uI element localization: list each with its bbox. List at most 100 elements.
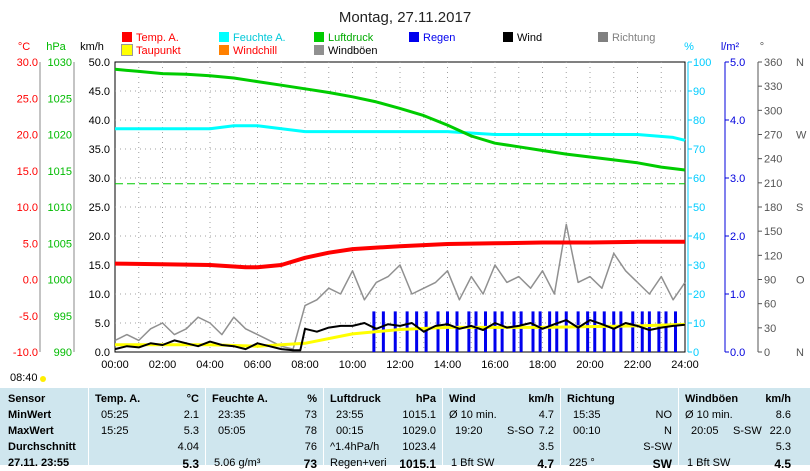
rain-bar <box>664 311 668 352</box>
axis-tick-humidity: 100 <box>693 57 711 69</box>
legend-swatch <box>314 45 324 55</box>
x-tick-label: 14:00 <box>434 359 462 370</box>
stats-direction: S-SW <box>733 425 762 437</box>
stats-time: 19:20 <box>455 425 483 437</box>
axis-tick-humidity: 70 <box>693 144 705 156</box>
rain-bar <box>436 311 440 352</box>
legend-label: Feuchte A. <box>233 32 286 44</box>
axis-tick-wind: 50.0 <box>89 57 110 69</box>
axis-tick-wind: 35.0 <box>89 144 110 156</box>
legend-label: Luftdruck <box>328 32 374 44</box>
time-slider[interactable]: 08:40 <box>0 368 810 388</box>
axis-tick-direction: 360 <box>764 57 782 69</box>
axis-tick-direction: 330 <box>764 81 782 93</box>
stats-note: 225 ° <box>569 457 595 469</box>
stats-note: 1 Bft SW <box>687 457 731 469</box>
axis-tick-pressure: 995 <box>54 311 72 323</box>
axis-tick-direction: 180 <box>764 202 782 214</box>
stats-value: 4.7 <box>537 457 554 471</box>
axis-tick-humidity: 30 <box>693 260 705 272</box>
time-marker[interactable] <box>40 376 46 382</box>
stats-value: 5.3 <box>183 425 199 437</box>
legend-swatch <box>219 45 229 55</box>
legend-item-rain: Regen <box>409 32 455 45</box>
stats-header: Luftdruck <box>330 393 381 405</box>
series-line-wind <box>114 319 686 352</box>
axis-tick-temp: 0.0 <box>23 275 38 287</box>
axis-tick-direction: 60 <box>764 299 776 311</box>
stats-time: 23:55 <box>336 409 364 421</box>
rain-bar <box>474 311 478 352</box>
axis-unit-pressure: hPa <box>46 41 66 53</box>
legend-swatch <box>598 32 608 42</box>
time-label-start: 08:40 <box>10 372 38 384</box>
stats-unit: km/h <box>528 393 554 405</box>
axis-tick-wind: 10.0 <box>89 289 110 301</box>
legend-swatch <box>122 32 132 42</box>
series-line-temp-a- <box>114 239 685 270</box>
stats-col-direction: Richtung 15:35 NO 00:10 N S-SW 225 ° SW <box>561 388 678 471</box>
axis-tick-pressure: 1020 <box>48 130 72 142</box>
stats-unit: hPa <box>415 393 436 405</box>
rain-bar <box>455 311 459 352</box>
legend-label: Windböen <box>328 45 378 57</box>
stats-value: 1029.0 <box>402 425 436 437</box>
stats-time: 00:15 <box>336 425 364 437</box>
axis-tick-pressure: 1010 <box>48 202 72 214</box>
stats-header: Richtung <box>567 393 615 405</box>
axis-tick-humidity: 10 <box>693 318 705 330</box>
series-line-windb-en <box>114 223 686 350</box>
rain-bar <box>564 311 568 352</box>
legend-swatch <box>409 32 419 42</box>
axis-unit-direction: ° <box>760 41 764 53</box>
x-tick-label: 06:00 <box>244 359 272 370</box>
axis-tick-humidity: 20 <box>693 289 705 301</box>
stats-col-humidity: Feuchte A. % 23:35 73 05:05 78 76 5.06 g… <box>206 388 323 471</box>
stats-value: 78 <box>304 425 317 437</box>
axis-tick-wind: 20.0 <box>89 231 110 243</box>
x-tick-label: 18:00 <box>529 359 557 370</box>
axis-unit-temp: °C <box>18 41 30 53</box>
legend-item-pressure: Luftdruck <box>314 32 373 45</box>
legend-item-temp: Temp. A. <box>122 32 179 45</box>
stats-value: 5.3 <box>775 441 791 453</box>
legend-swatch <box>314 32 324 42</box>
x-tick-label: 08:00 <box>291 359 319 370</box>
x-tick-label: 00:00 <box>101 359 129 370</box>
chart-axes: 00:00 02:00 04:00 06:00 08:00 10:00 12:00 14:00… <box>13 41 807 370</box>
rain-bar <box>640 311 644 352</box>
axis-tick-rain: 3.0 <box>730 173 745 185</box>
rain-bar <box>657 311 661 352</box>
axis-tick-temp: 10.0 <box>17 202 38 214</box>
rain-bar <box>424 311 428 352</box>
rain-bar <box>512 311 516 352</box>
axis-tick-direction: 270 <box>764 130 782 142</box>
stats-time: 20:05 <box>691 425 719 437</box>
chart-lines <box>114 67 686 352</box>
stats-time: 05:05 <box>218 425 246 437</box>
rain-bar <box>548 311 552 352</box>
stats-value: 73 <box>303 457 317 471</box>
legend-label: Wind <box>517 32 543 44</box>
axis-tick-temp: 20.0 <box>17 130 38 142</box>
axis-tick-pressure: 1005 <box>48 238 72 250</box>
rain-bar <box>405 311 409 352</box>
stats-value: 76 <box>304 441 317 453</box>
legend-swatch <box>503 32 513 42</box>
axis-tick-pressure: 1000 <box>48 275 72 287</box>
stats-value: NO <box>655 409 673 421</box>
stats-time: 05:25 <box>101 409 129 421</box>
stats-note: 5.06 g/m³ <box>214 457 261 469</box>
rain-bar <box>647 311 651 352</box>
stats-header: Wind <box>449 393 476 405</box>
axis-tick-wind: 15.0 <box>89 260 110 272</box>
axis-tick-rain: 5.0 <box>730 57 745 69</box>
stats-value: 8.6 <box>775 409 791 421</box>
stats-row-label: 27.11. 23:55 <box>8 457 70 469</box>
axis-tick-temp: 30.0 <box>17 57 38 69</box>
stats-direction: S-SO <box>507 425 534 437</box>
rain-bar <box>555 311 559 352</box>
legend-swatch <box>219 32 229 42</box>
axis-tick-wind: 25.0 <box>89 202 110 214</box>
stats-col-sensor: Sensor MinWert MaxWert Durchschnitt 27.1… <box>0 388 88 469</box>
